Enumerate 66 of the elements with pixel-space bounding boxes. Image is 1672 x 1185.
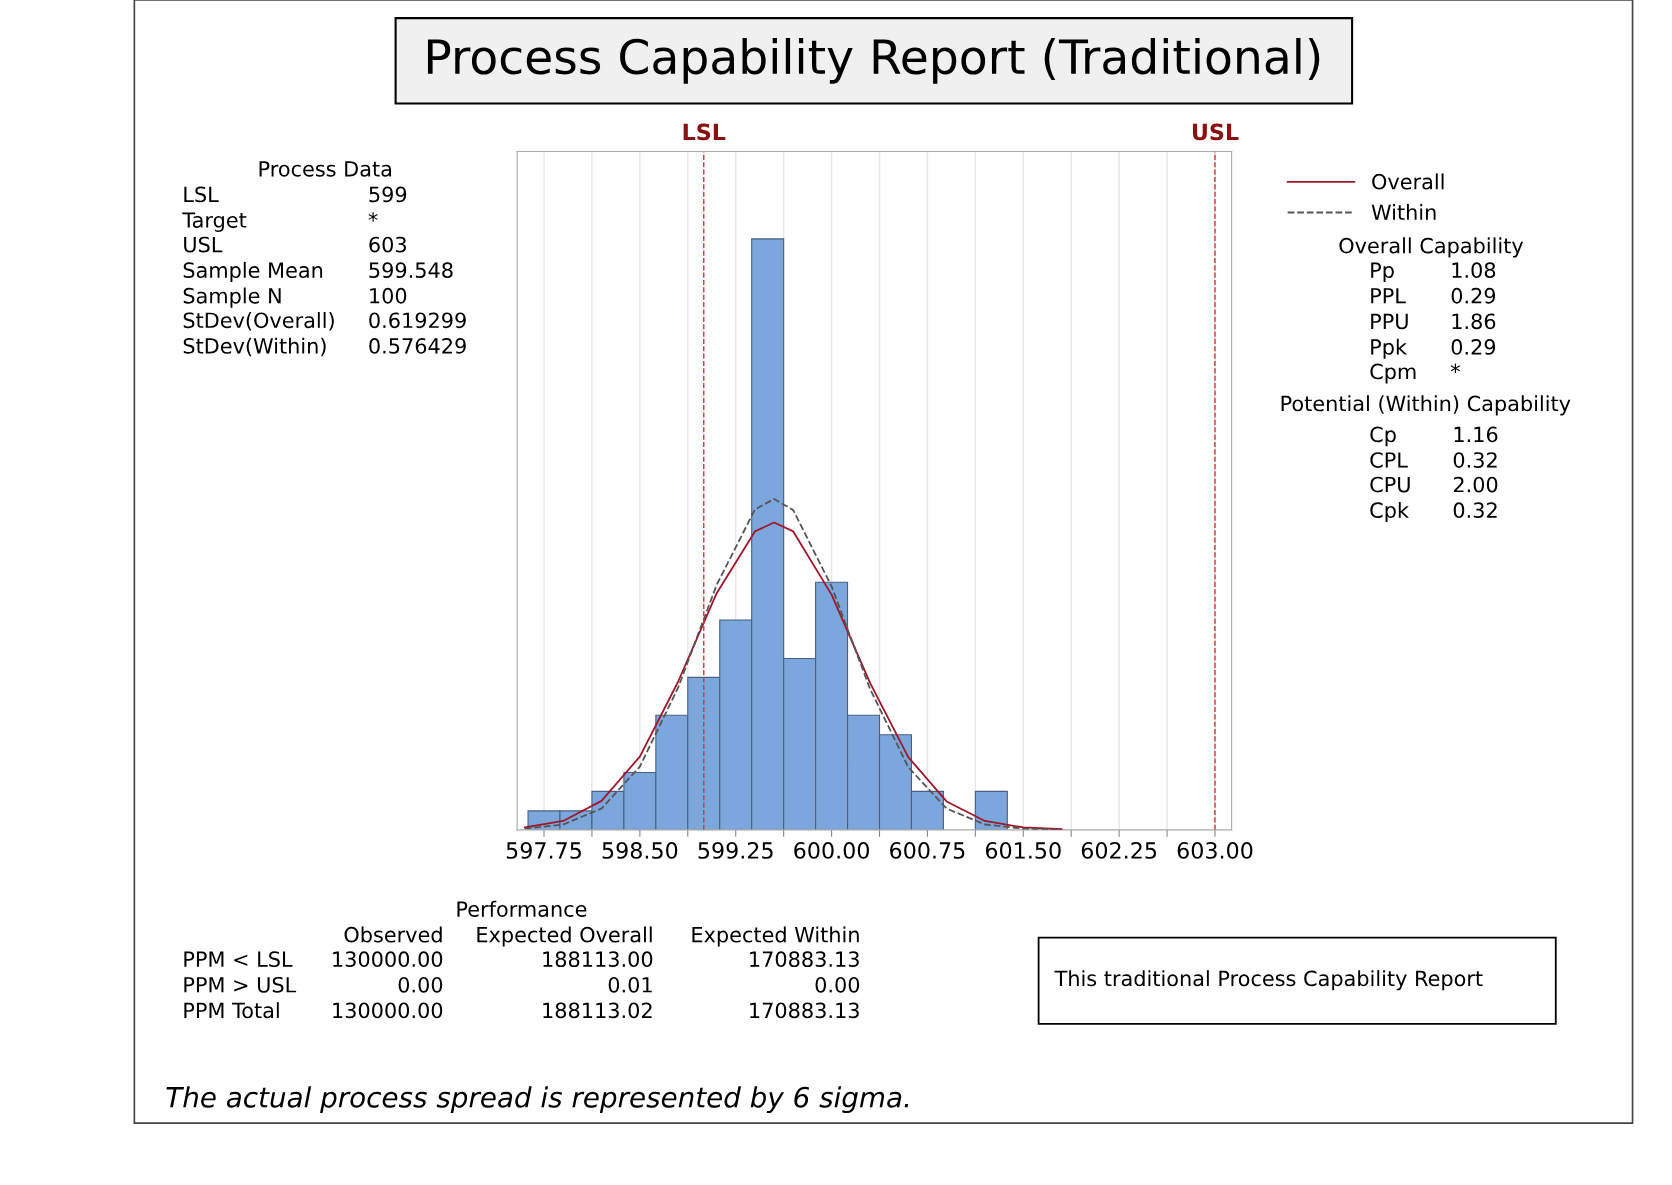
text: 0.619299 — [369, 312, 466, 329]
chart-title: Process Capability Report (Traditional) — [427, 37, 1320, 84]
text: * — [1450, 363, 1460, 374]
text: StDev(Within) — [183, 337, 326, 357]
text: 599.548 — [369, 262, 453, 279]
text: Pp — [1371, 262, 1394, 283]
text: Overall Capability — [1339, 237, 1524, 258]
text: LSL — [184, 186, 219, 203]
text: Cp — [1370, 426, 1396, 447]
text: PPL — [1371, 288, 1406, 304]
text: 0.32 — [1453, 452, 1497, 468]
ref-line-label: USL — [1192, 123, 1239, 141]
text: Cpk — [1370, 501, 1409, 523]
text: 0.01 — [608, 976, 652, 993]
text: 188113.00 — [543, 951, 653, 968]
text: PPU — [1371, 313, 1408, 330]
x-tick-label: 598.50 — [602, 842, 678, 859]
text: 130000.00 — [333, 951, 443, 968]
text: 599 — [369, 186, 407, 203]
text: 0.29 — [1451, 287, 1496, 304]
text: 0.29 — [1451, 339, 1496, 355]
text: 603 — [369, 236, 406, 253]
legend-label: Within — [1371, 203, 1436, 220]
text: 0.32 — [1453, 502, 1497, 519]
x-tick-label: 600.75 — [890, 842, 965, 859]
text: * — [368, 212, 378, 222]
text: 0.00 — [815, 976, 860, 993]
text: Expected Within — [692, 926, 859, 947]
x-tick-label: 602.25 — [1081, 842, 1157, 859]
text: The actual process spread is represented by 6 sigma. — [166, 1086, 909, 1114]
ref-line-label: LSL — [683, 123, 726, 141]
text: StDev(Overall) — [183, 312, 334, 331]
text: Process Data — [259, 161, 392, 177]
x-tick-label: 601.50 — [985, 842, 1061, 859]
text: 1.86 — [1452, 313, 1496, 330]
legend-label: Overall — [1372, 173, 1444, 190]
text: 0.00 — [398, 976, 443, 993]
text: 130000.00 — [333, 1002, 443, 1019]
x-tick-label: 603.00 — [1177, 842, 1253, 859]
text: PPM < LSL — [184, 951, 293, 968]
text: Potential (Within) Capability — [1281, 395, 1571, 416]
text: Expected Overall — [477, 926, 652, 947]
text: 2.00 — [1453, 476, 1498, 493]
text: 100 — [370, 287, 407, 304]
text: 1.08 — [1452, 262, 1496, 279]
text: Observed — [344, 926, 442, 943]
text: Sample N — [183, 287, 281, 308]
text: CPU — [1370, 476, 1410, 493]
text: USL — [184, 236, 223, 253]
text: Sample Mean — [183, 261, 323, 283]
text: Cpm — [1370, 363, 1416, 384]
text: Target — [182, 212, 247, 232]
text: 170883.13 — [750, 1002, 859, 1019]
text: CPL — [1370, 452, 1408, 468]
text: Performance — [457, 900, 587, 917]
x-tick-label: 597.75 — [506, 842, 581, 859]
x-tick-label: 599.25 — [698, 842, 773, 859]
text: PPM > USL — [184, 976, 297, 993]
x-tick-label: 600.00 — [794, 842, 869, 859]
text: This traditional Process Capability Report — [1054, 970, 1483, 991]
text: 1.16 — [1454, 426, 1498, 443]
text: 0.576429 — [369, 338, 466, 354]
text: PPM Total — [184, 1002, 279, 1019]
text: 188113.02 — [543, 1002, 652, 1019]
text: Ppk — [1371, 338, 1407, 359]
text: 170883.13 — [750, 951, 859, 968]
